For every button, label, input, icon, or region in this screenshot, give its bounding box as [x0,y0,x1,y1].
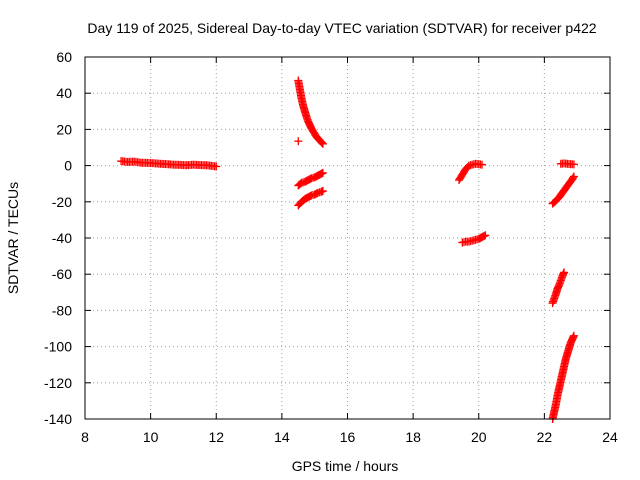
x-tick-label: 18 [405,429,421,445]
data-points [117,76,578,423]
y-tick-label: -40 [52,230,72,246]
y-tick-label: 0 [64,158,72,174]
axis-ticks: 8 10 12 14 16 18 20 22 24 -140 -120 -100 -80 -60 -40 -2… [44,49,618,445]
y-tick-label: 20 [56,121,72,137]
y-tick-label: 60 [56,49,72,65]
y-tick-label: -80 [52,302,72,318]
y-tick-label: -60 [52,266,72,282]
x-tick-label: 14 [274,429,290,445]
x-tick-label: 12 [208,429,224,445]
x-tick-label: 20 [471,429,487,445]
x-axis-title: GPS time / hours [292,458,399,474]
data-point [560,268,569,277]
x-tick-label: 24 [602,429,618,445]
grid [85,57,610,419]
x-tick-label: 22 [537,429,553,445]
data-point [317,138,326,147]
data-point [569,160,578,169]
data-point [318,139,327,148]
data-point [569,172,578,181]
y-axis-title: SDTVAR / TECUs [5,182,21,294]
x-tick-label: 8 [81,429,89,445]
data-point [212,162,221,171]
x-tick-label: 10 [143,429,159,445]
data-point [481,231,490,240]
y-tick-label: 40 [56,85,72,101]
data-point [569,331,578,340]
y-tick-label: -100 [44,339,72,355]
y-tick-label: -20 [52,194,72,210]
x-tick-label: 16 [340,429,356,445]
data-point [318,138,327,147]
data-point [478,160,487,169]
y-tick-label: -120 [44,375,72,391]
data-point [318,168,327,177]
data-point [294,137,303,146]
data-point [318,186,327,195]
chart-title: Day 119 of 2025, Sidereal Day-to-day VTE… [87,20,596,36]
y-tick-label: -140 [44,411,72,427]
data-point [569,173,578,182]
